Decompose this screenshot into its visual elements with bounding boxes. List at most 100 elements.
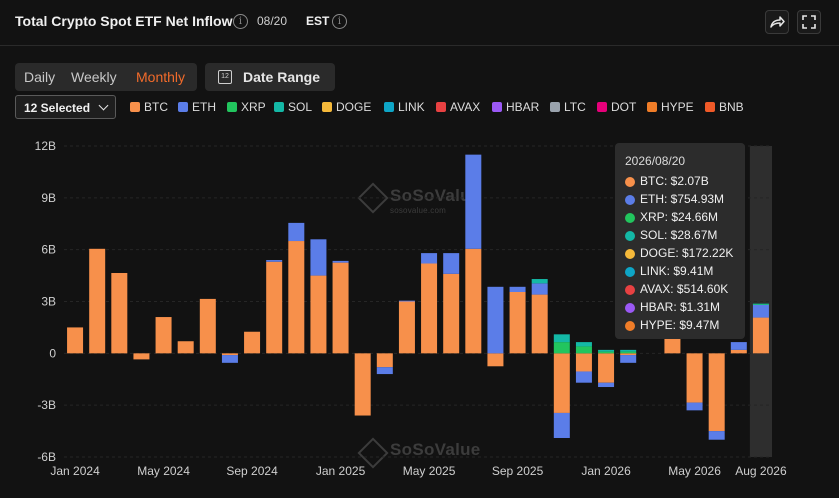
tab-daily[interactable]: Daily	[24, 69, 56, 85]
tooltip-label: SOL: $28.67M	[640, 228, 718, 242]
bar-eth	[531, 283, 548, 295]
bar-btc	[67, 327, 84, 354]
x-tick-label: May 2026	[668, 464, 721, 478]
bar-btc	[487, 353, 504, 367]
bar-btc	[155, 317, 172, 354]
bar-btc	[465, 248, 482, 354]
date-label: 08/20	[257, 14, 288, 28]
tooltip-label: AVAX: $514.60K	[640, 282, 729, 296]
period-toggle: Daily Weekly Monthly	[15, 63, 197, 91]
header-bar: Total Crypto Spot ETF Net Inflow i 08/20…	[0, 0, 839, 46]
bar-sol	[752, 303, 769, 305]
tab-weekly[interactable]: Weekly	[71, 69, 117, 85]
bar-eth	[421, 253, 438, 264]
tooltip-dot	[625, 285, 635, 295]
bar-xrp	[752, 304, 769, 305]
legend-swatch	[322, 102, 332, 112]
bar-btc	[708, 353, 725, 432]
bar-btc	[443, 273, 460, 354]
legend-label: DOGE	[336, 100, 372, 114]
bar-eth	[221, 355, 238, 363]
bar-eth	[730, 342, 747, 350]
legend-swatch	[384, 102, 394, 112]
bar-eth	[332, 260, 349, 263]
bar-eth	[686, 402, 703, 411]
legend-label: BNB	[719, 100, 744, 114]
bar-btc	[89, 248, 106, 354]
x-tick-label: Jan 2026	[581, 464, 631, 478]
calendar-icon: 12	[218, 70, 232, 84]
legend-label: DOT	[611, 100, 637, 114]
legend-swatch	[647, 102, 657, 112]
bar-sol	[620, 349, 637, 352]
tooltip-dot	[625, 249, 635, 259]
asset-select[interactable]: 12 Selected	[15, 95, 116, 119]
bar-sol	[598, 349, 615, 352]
x-tick-label: Jan 2025	[316, 464, 366, 478]
bar-btc	[111, 272, 128, 354]
bar-eth	[553, 412, 570, 438]
tooltip-label: BTC: $2.07B	[640, 174, 709, 188]
bar-btc	[598, 353, 615, 383]
timezone-info-icon[interactable]: i	[332, 14, 347, 29]
tooltip-dot	[625, 267, 635, 277]
watermark: SoSoValue sosovalue.com	[390, 186, 481, 215]
tooltip-label: XRP: $24.66M	[640, 210, 719, 224]
tooltip-dot	[625, 231, 635, 241]
bar-btc	[376, 353, 393, 368]
bar-xrp	[553, 342, 570, 354]
legend-label: XRP	[241, 100, 266, 114]
fullscreen-icon	[802, 15, 816, 29]
watermark-bottom: SoSoValue	[390, 440, 481, 460]
bar-eth	[266, 260, 283, 262]
x-tick-label: May 2024	[137, 464, 190, 478]
tooltip-label: ETH: $754.93M	[640, 192, 725, 206]
bar-btc	[686, 353, 703, 403]
bar-xrp	[620, 351, 637, 354]
bar-xrp	[598, 351, 615, 354]
tooltip-dot	[625, 303, 635, 313]
tooltip: 2026/08/20 BTC: $2.07B ETH: $754.93M XRP: …	[615, 143, 745, 339]
legend-swatch	[227, 102, 237, 112]
legend-label: HBAR	[506, 100, 540, 114]
legend-label: LTC	[564, 100, 586, 114]
bar-btc	[288, 241, 305, 354]
bar-btc	[221, 353, 238, 356]
bar-sol	[575, 342, 592, 347]
info-icon[interactable]: i	[233, 14, 248, 29]
date-range-label: Date Range	[243, 69, 321, 85]
legend-label: ETH	[192, 100, 216, 114]
watermark-sub: sosovalue.com	[390, 206, 446, 215]
share-button[interactable]	[765, 10, 789, 34]
legend-swatch	[492, 102, 502, 112]
y-tick-label: 12B	[35, 139, 56, 153]
y-tick-label: 0	[49, 346, 56, 360]
bar-btc	[620, 353, 637, 356]
bar-eth	[288, 222, 305, 242]
bar-eth	[398, 300, 415, 302]
timezone-label: EST	[306, 14, 330, 28]
bar-btc	[354, 353, 371, 416]
asset-select-label: 12 Selected	[24, 101, 91, 115]
bar-btc	[332, 262, 349, 354]
watermark-brand: SoSoValue	[390, 186, 481, 205]
bar-btc	[553, 353, 570, 413]
legend-label: LINK	[398, 100, 425, 114]
x-tick-label: Jan 2024	[50, 464, 100, 478]
y-tick-label: 9B	[41, 191, 56, 205]
bar-btc	[177, 341, 194, 354]
tooltip-label: HYPE: $9.47M	[640, 318, 720, 332]
bar-btc	[730, 349, 747, 354]
legend-label: HYPE	[661, 100, 694, 114]
fullscreen-button[interactable]	[797, 10, 821, 34]
tooltip-date: 2026/08/20	[625, 154, 686, 168]
y-tick-label: -3B	[37, 398, 56, 412]
tooltip-label: LINK: $9.41M	[640, 264, 714, 278]
date-range-button[interactable]: 12 Date Range	[205, 63, 335, 91]
tooltip-dot	[625, 177, 635, 187]
legend-label: AVAX	[450, 100, 481, 114]
bar-eth	[509, 286, 526, 292]
tab-monthly[interactable]: Monthly	[136, 69, 186, 85]
legend-swatch	[274, 102, 284, 112]
